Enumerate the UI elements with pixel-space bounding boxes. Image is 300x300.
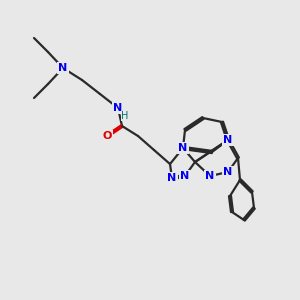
Text: H: H bbox=[121, 111, 129, 121]
Text: N: N bbox=[113, 103, 123, 113]
Text: N: N bbox=[58, 63, 68, 73]
Text: N: N bbox=[224, 167, 232, 177]
Text: N: N bbox=[206, 171, 214, 181]
Text: N: N bbox=[180, 171, 190, 181]
Text: N: N bbox=[167, 173, 177, 183]
Text: O: O bbox=[102, 131, 112, 141]
Text: N: N bbox=[178, 143, 188, 153]
Text: N: N bbox=[224, 135, 232, 145]
